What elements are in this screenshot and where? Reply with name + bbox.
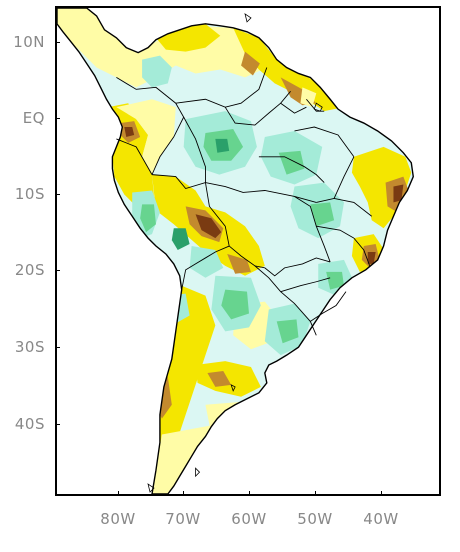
lon-label-40w: 40W xyxy=(363,510,399,528)
lat-label-eq: EQ xyxy=(22,109,45,127)
lon-tick xyxy=(183,491,184,496)
lat-tick xyxy=(55,194,60,195)
lat-tick xyxy=(55,347,60,348)
map-panel xyxy=(55,6,441,496)
country-borders xyxy=(116,67,372,336)
lon-tick xyxy=(315,491,316,496)
lat-tick xyxy=(55,42,60,43)
lat-tick xyxy=(55,424,60,425)
lon-label-70w: 70W xyxy=(165,510,201,528)
lon-label-80w: 80W xyxy=(100,510,136,528)
lon-tick xyxy=(249,491,250,496)
anomaly-shading xyxy=(57,8,412,494)
lat-label-10s: 10S xyxy=(14,185,45,203)
islands xyxy=(147,13,323,493)
lat-tick xyxy=(55,270,60,271)
lon-label-50w: 50W xyxy=(297,510,333,528)
lat-label-20s: 20S xyxy=(14,261,45,279)
lat-label-40s: 40S xyxy=(14,415,45,433)
lon-tick xyxy=(118,491,119,496)
lon-tick xyxy=(381,491,382,496)
lat-label-30s: 30S xyxy=(14,338,45,356)
south-america-anomaly-map xyxy=(57,8,414,494)
lat-label-10n: 10N xyxy=(13,33,45,51)
lon-label-60w: 60W xyxy=(231,510,267,528)
lat-tick xyxy=(55,118,60,119)
